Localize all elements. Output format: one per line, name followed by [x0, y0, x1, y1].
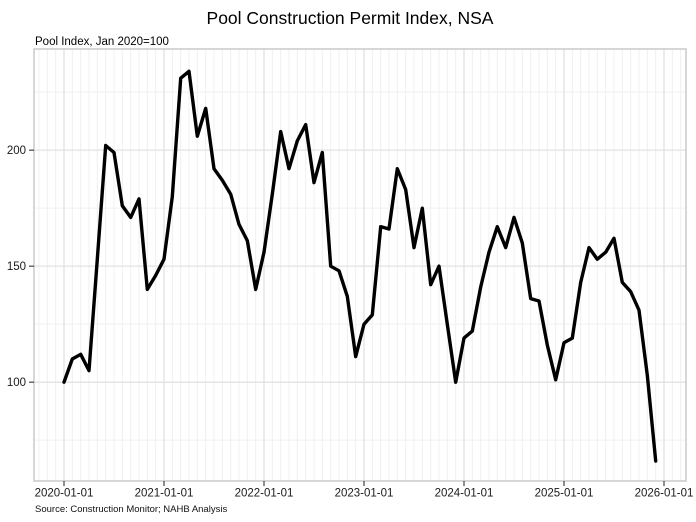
y-tick-label: 100: [7, 377, 26, 389]
chart-title: Pool Construction Permit Index, NSA: [207, 8, 494, 28]
x-tick-label: 2020-01-01: [35, 488, 94, 500]
x-tick-label: 2022-01-01: [235, 488, 294, 500]
source-note: Source: Construction Monitor; NAHB Analy…: [35, 504, 227, 515]
y-tick-label: 150: [7, 261, 26, 273]
y-tick-label: 200: [7, 145, 26, 157]
axis-ticks: [29, 149, 665, 486]
chart-subtitle: Pool Index, Jan 2020=100: [35, 36, 169, 48]
gridlines-minor: [34, 49, 686, 481]
x-axis-labels: 2020-01-01 2021-01-01 2022-01-01 2023-01-01…: [35, 488, 694, 500]
x-tick-label: 2026-01-01: [635, 488, 694, 500]
data-series: [62, 69, 658, 463]
plot-panel-border: [33, 48, 687, 482]
x-tick-label: 2021-01-01: [135, 488, 194, 500]
gridlines-major: [34, 49, 686, 481]
y-axis-labels: 100 150 200: [7, 145, 26, 389]
x-tick-label: 2024-01-01: [435, 488, 494, 500]
pool-index-series-line: [62, 69, 658, 463]
x-tick-label: 2023-01-01: [335, 488, 394, 500]
x-tick-label: 2025-01-01: [535, 488, 594, 500]
